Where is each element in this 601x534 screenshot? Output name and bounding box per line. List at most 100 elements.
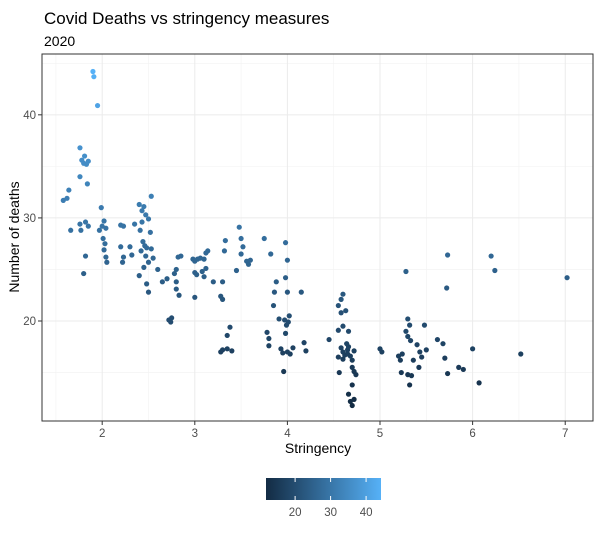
- data-point: [77, 174, 82, 179]
- data-point: [229, 348, 234, 353]
- data-point: [400, 351, 405, 356]
- data-point: [227, 325, 232, 330]
- data-point: [262, 236, 267, 241]
- data-point: [343, 308, 348, 313]
- data-point: [339, 297, 344, 302]
- data-point: [101, 218, 106, 223]
- colorbar-legend: 20 30 40: [266, 478, 381, 519]
- data-point: [201, 274, 206, 279]
- data-point: [288, 351, 293, 356]
- colorbar-gradient: [266, 478, 381, 500]
- data-point: [518, 351, 523, 356]
- data-point: [290, 345, 295, 350]
- data-point: [201, 257, 206, 262]
- x-tick-label: 5: [377, 428, 383, 440]
- data-point: [129, 252, 134, 257]
- data-point: [407, 382, 412, 387]
- data-point: [86, 224, 91, 229]
- data-point: [149, 194, 154, 199]
- data-point: [239, 251, 244, 256]
- data-point: [91, 74, 96, 79]
- data-point: [407, 323, 412, 328]
- x-tick-label: 3: [192, 428, 198, 440]
- data-point: [220, 347, 225, 352]
- data-point: [470, 346, 475, 351]
- data-point: [137, 273, 142, 278]
- data-point: [178, 253, 183, 258]
- data-point: [121, 224, 126, 229]
- data-point: [118, 244, 123, 249]
- data-point: [225, 346, 230, 351]
- data-point: [155, 267, 160, 272]
- data-point: [461, 367, 466, 372]
- data-point: [281, 369, 286, 374]
- data-point: [223, 238, 228, 243]
- colorbar-tick-label: 40: [360, 507, 373, 519]
- data-point: [303, 348, 308, 353]
- data-point: [192, 295, 197, 300]
- data-point: [419, 354, 424, 359]
- data-point: [422, 323, 427, 328]
- data-point: [326, 337, 331, 342]
- data-point: [442, 356, 447, 361]
- data-point: [101, 236, 106, 241]
- data-point: [151, 256, 156, 261]
- data-point: [77, 145, 82, 150]
- data-point: [240, 244, 245, 249]
- data-point: [301, 340, 306, 345]
- data-point: [414, 342, 419, 347]
- data-point: [336, 303, 341, 308]
- chart-title: Covid Deaths vs stringency measures: [44, 9, 329, 28]
- data-point: [351, 348, 356, 353]
- data-point: [445, 371, 450, 376]
- data-point: [203, 266, 208, 271]
- data-point: [104, 260, 109, 265]
- data-point: [276, 316, 281, 321]
- data-point: [102, 241, 107, 246]
- data-point: [78, 228, 83, 233]
- data-point: [90, 69, 95, 74]
- data-point: [64, 196, 69, 201]
- data-point: [138, 228, 143, 233]
- data-point: [424, 347, 429, 352]
- data-point: [149, 246, 154, 251]
- data-point: [476, 380, 481, 385]
- data-point: [77, 221, 82, 226]
- data-point: [492, 268, 497, 273]
- data-point: [285, 258, 290, 263]
- data-point: [103, 226, 108, 231]
- data-point: [143, 253, 148, 258]
- data-point: [398, 358, 403, 363]
- data-point: [137, 202, 142, 207]
- data-point: [353, 372, 358, 377]
- data-point: [83, 253, 88, 258]
- data-point: [95, 103, 100, 108]
- data-point: [344, 341, 349, 346]
- data-point: [411, 358, 416, 363]
- data-point: [337, 370, 342, 375]
- data-point: [82, 153, 87, 158]
- data-point: [174, 286, 179, 291]
- data-point: [416, 365, 421, 370]
- data-point: [160, 279, 165, 284]
- data-point: [148, 230, 153, 235]
- x-tick-label: 7: [562, 428, 568, 440]
- data-point: [271, 303, 276, 308]
- data-point: [444, 285, 449, 290]
- data-point: [222, 248, 227, 253]
- data-point: [409, 373, 414, 378]
- data-point: [285, 290, 290, 295]
- data-point: [417, 349, 422, 354]
- data-point: [340, 324, 345, 329]
- y-tick-label: 30: [23, 213, 36, 225]
- data-point: [299, 290, 304, 295]
- data-point: [139, 219, 144, 224]
- data-point: [174, 267, 179, 272]
- data-point: [99, 205, 104, 210]
- data-point: [86, 159, 91, 164]
- chart-subtitle: 2020: [44, 33, 75, 49]
- data-point: [351, 397, 356, 402]
- data-point: [138, 248, 143, 253]
- colorbar-tick-label: 20: [289, 507, 302, 519]
